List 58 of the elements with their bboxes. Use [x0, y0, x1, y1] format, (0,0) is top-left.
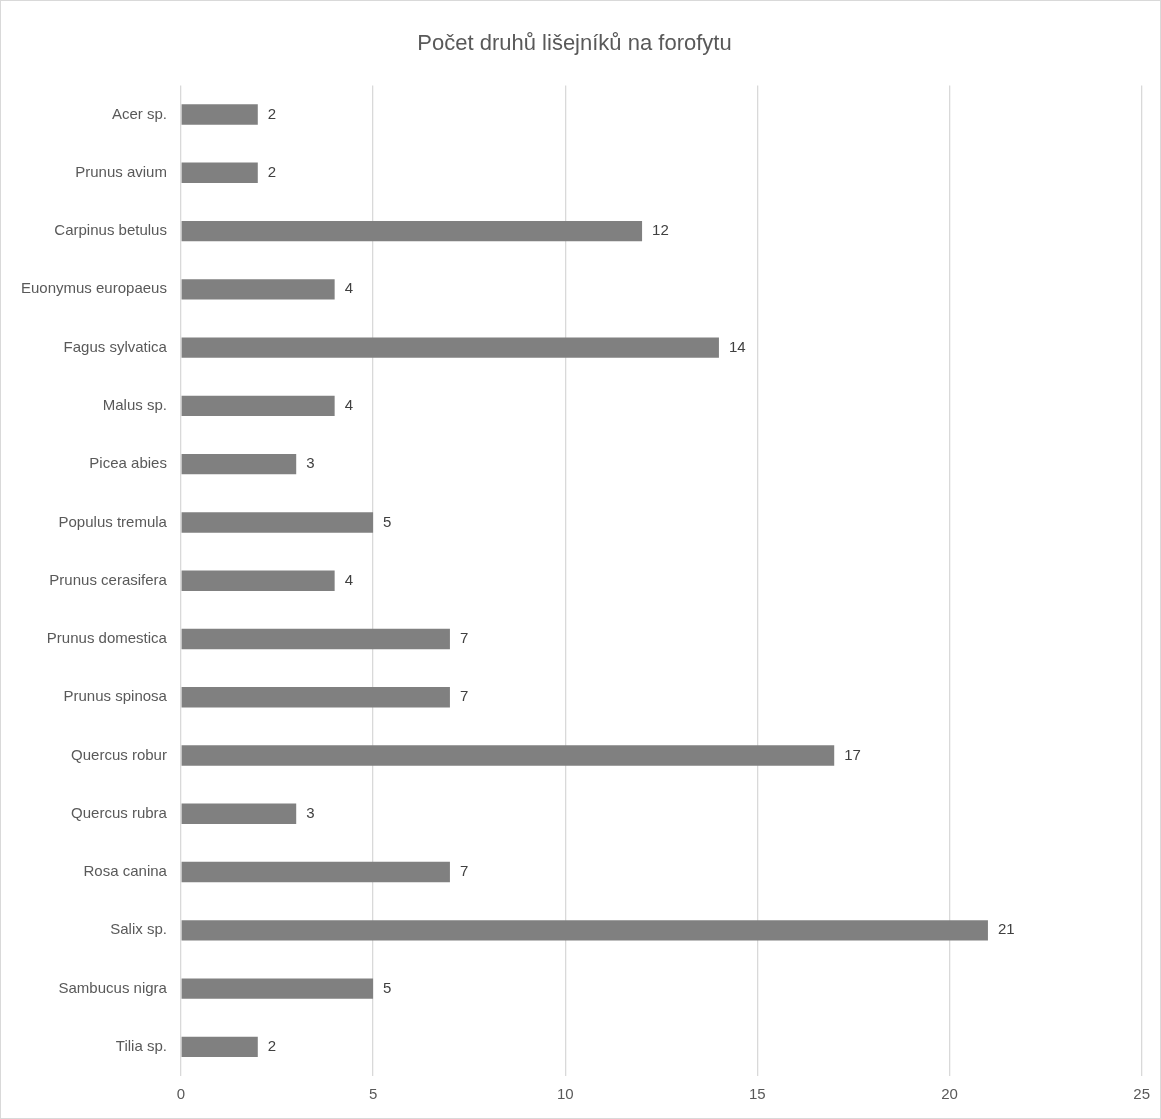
data-label: 5 — [383, 512, 392, 530]
y-tick-label: Prunus cerasifera — [49, 570, 168, 588]
data-label: 4 — [344, 570, 353, 588]
x-tick-label: 10 — [556, 1085, 574, 1103]
bar — [181, 687, 450, 708]
y-tick-label: Carpinus betulus — [54, 221, 167, 239]
y-tick-label: Tilia sp. — [115, 1037, 167, 1055]
bar — [181, 395, 335, 417]
bar — [181, 570, 335, 591]
bar — [181, 745, 835, 766]
data-label: 3 — [306, 803, 315, 821]
y-tick-label: Picea abies — [89, 454, 167, 472]
bar — [181, 162, 258, 183]
bar — [181, 279, 335, 300]
bar — [181, 104, 258, 125]
data-label: 17 — [844, 745, 861, 763]
data-label: 5 — [383, 978, 392, 996]
bar — [181, 220, 643, 242]
y-tick-label: Prunus domestica — [46, 629, 168, 647]
data-label: 7 — [459, 687, 469, 705]
x-tick-label: 15 — [749, 1085, 766, 1103]
bar — [181, 861, 450, 883]
bar — [181, 978, 374, 999]
data-label: 21 — [997, 920, 1015, 938]
bar — [181, 920, 988, 941]
data-label: 2 — [267, 162, 277, 180]
data-label: 7 — [459, 629, 469, 647]
x-tick-label: 25 — [1133, 1085, 1150, 1103]
y-tick-label: Acer sp. — [111, 104, 167, 122]
x-tick-label: 5 — [368, 1085, 378, 1103]
bar — [181, 628, 450, 650]
bar — [181, 337, 719, 358]
y-tick-label: Euonymus europaeus — [20, 279, 167, 297]
bar — [181, 453, 297, 475]
y-tick-label: Malus sp. — [102, 396, 167, 414]
x-tick-label: 0 — [176, 1085, 186, 1103]
y-tick-label: Salix sp. — [110, 920, 167, 938]
y-tick-label: Prunus spinosa — [63, 687, 168, 705]
data-label: 4 — [344, 396, 353, 414]
chart-title: Počet druhů lišejníků na forofytu — [417, 30, 732, 56]
data-label: 2 — [267, 1037, 277, 1055]
y-tick-label: Rosa canina — [83, 862, 168, 880]
y-tick-label: Quercus robur — [71, 745, 167, 763]
y-tick-label: Populus tremula — [58, 512, 168, 530]
data-label: 4 — [344, 279, 353, 297]
y-tick-label: Sambucus nigra — [58, 978, 168, 996]
y-tick-label: Fagus sylvatica — [63, 337, 168, 355]
bar — [181, 1036, 258, 1058]
data-label: 7 — [459, 862, 469, 880]
bar — [181, 512, 374, 533]
x-tick-label: 20 — [941, 1085, 958, 1103]
bar — [181, 803, 297, 824]
data-label: 2 — [267, 104, 277, 122]
data-label: 12 — [652, 221, 669, 239]
data-label: 3 — [306, 454, 315, 472]
data-label: 14 — [728, 337, 746, 355]
y-tick-label: Prunus avium — [75, 162, 167, 180]
y-tick-label: Quercus rubra — [71, 803, 168, 821]
